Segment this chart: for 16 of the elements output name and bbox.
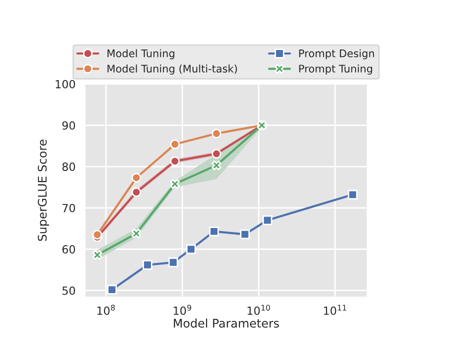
- y-tick-label: 90: [62, 121, 76, 130]
- legend-label: Prompt Tuning: [299, 64, 372, 75]
- legend-label: Model Tuning (Multi-task): [108, 64, 237, 75]
- y-tick-label: 80: [62, 162, 76, 171]
- x-tick-label: 10$^{11}$: [324, 304, 346, 315]
- legend-label: Model Tuning: [108, 49, 174, 60]
- x-tick-label: 10$^{10}$: [248, 304, 270, 315]
- x-tick-label: 10$^{8}$: [97, 304, 115, 315]
- y-tick-label: 60: [62, 245, 76, 254]
- y-tick-label: 50: [62, 286, 76, 295]
- y-tick-label: 100: [56, 80, 76, 88]
- x-tick-label: 10$^{9}$: [174, 304, 192, 315]
- legend-label: Prompt Design: [299, 49, 374, 60]
- x-axis-title: Model Parameters: [174, 318, 279, 328]
- y-axis-title: SuperGLUE Score: [38, 140, 50, 241]
- y-tick-label: 70: [62, 204, 76, 212]
